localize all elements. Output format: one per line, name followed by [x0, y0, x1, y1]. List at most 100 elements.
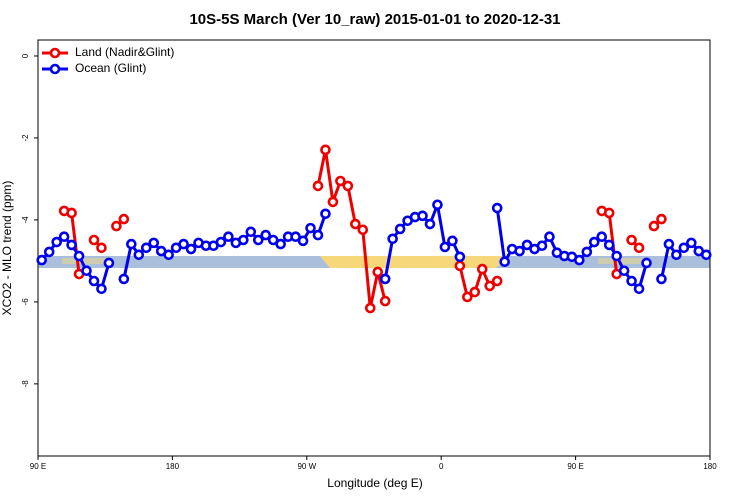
data-point — [648, 220, 660, 232]
x-tick-label: 90 E — [30, 462, 46, 471]
y-axis-label: XCO2 - MLO trend (ppm) — [0, 181, 14, 316]
data-point — [678, 242, 690, 254]
data-point — [581, 246, 593, 258]
data-point — [215, 236, 227, 248]
legend-label: Ocean (Glint) — [75, 61, 146, 75]
data-point — [140, 242, 152, 254]
x-tick-label: 180 — [166, 462, 180, 471]
data-point — [36, 254, 48, 266]
data-point — [633, 242, 645, 254]
data-point — [656, 273, 667, 285]
data-point — [611, 250, 622, 262]
data-point — [588, 236, 600, 248]
data-point — [81, 265, 92, 277]
legend-label: Land (Nadir&Glint) — [75, 45, 174, 59]
data-point — [357, 224, 369, 236]
data-point — [641, 257, 652, 269]
plot-frame — [37, 39, 711, 457]
data-point — [544, 231, 555, 243]
legend-marker — [49, 47, 61, 59]
data-point — [297, 235, 309, 247]
data-point — [372, 266, 384, 278]
data-point — [469, 286, 481, 298]
legend-marker — [49, 63, 61, 75]
data-point — [686, 237, 697, 249]
y-tick-label: -4 — [21, 216, 30, 224]
data-point — [454, 251, 466, 263]
data-point — [335, 175, 346, 187]
data-point — [66, 207, 77, 219]
data-point — [126, 238, 137, 250]
data-point — [320, 144, 331, 156]
data-point — [185, 243, 197, 255]
data-point — [656, 213, 667, 225]
data-point — [342, 180, 354, 192]
data-point — [312, 229, 324, 241]
land-strip — [320, 256, 505, 268]
data-point — [626, 234, 637, 246]
data-point — [633, 283, 645, 295]
data-point — [96, 242, 107, 254]
data-point — [618, 265, 630, 277]
data-point — [111, 220, 122, 232]
x-tick-label: 90 W — [297, 462, 316, 471]
data-point — [514, 245, 525, 257]
data-point — [603, 239, 615, 251]
data-point — [260, 229, 272, 241]
x-tick-label: 90 E — [567, 462, 583, 471]
data-point — [379, 273, 391, 285]
data-point — [51, 236, 62, 248]
data-point — [626, 275, 637, 287]
data-point — [73, 250, 85, 262]
data-point — [379, 295, 391, 307]
data-point — [417, 210, 428, 222]
data-point — [223, 231, 234, 243]
data-point — [133, 249, 145, 261]
data-point — [58, 231, 70, 243]
data-point — [447, 235, 458, 247]
data-point — [596, 231, 608, 243]
data-point — [320, 208, 331, 220]
y-tick-label: -6 — [21, 298, 30, 306]
data-point — [574, 254, 585, 266]
data-point — [43, 246, 55, 258]
y-tick-label: -8 — [21, 380, 30, 388]
data-point — [439, 241, 451, 253]
data-point — [275, 238, 286, 250]
x-axis-label: Longitude (deg E) — [327, 476, 422, 490]
y-tick-label: 0 — [21, 53, 30, 58]
data-point — [521, 239, 533, 251]
data-point — [163, 249, 174, 261]
data-point — [88, 275, 100, 287]
data-point — [178, 238, 189, 250]
land-strip — [62, 258, 112, 264]
data-point — [118, 213, 130, 225]
data-point — [66, 239, 77, 251]
legend: Land (Nadir&Glint) Ocean (Glint) — [42, 45, 174, 75]
data-point — [88, 234, 100, 246]
data-point — [290, 231, 301, 243]
data-point — [462, 291, 473, 303]
data-point — [536, 240, 548, 252]
chart-title: 10S-5S March (Ver 10_raw) 2015-01-01 to … — [189, 11, 560, 28]
data-point — [499, 256, 510, 268]
data-point — [312, 180, 324, 192]
data-point — [603, 207, 615, 219]
data-point — [96, 283, 107, 295]
data-point — [148, 237, 160, 249]
data-point — [103, 257, 115, 269]
x-tick-label: 180 — [703, 462, 717, 471]
data-point — [327, 196, 339, 208]
data-point — [394, 223, 406, 235]
data-point — [364, 302, 376, 314]
data-point — [484, 280, 496, 292]
y-tick-label: -2 — [21, 134, 30, 142]
data-point — [387, 233, 398, 245]
data-point — [454, 260, 466, 272]
data-point — [350, 218, 361, 230]
data-point — [245, 226, 257, 238]
data-point — [700, 249, 712, 261]
data-point — [476, 263, 488, 275]
land-strip — [598, 258, 648, 264]
